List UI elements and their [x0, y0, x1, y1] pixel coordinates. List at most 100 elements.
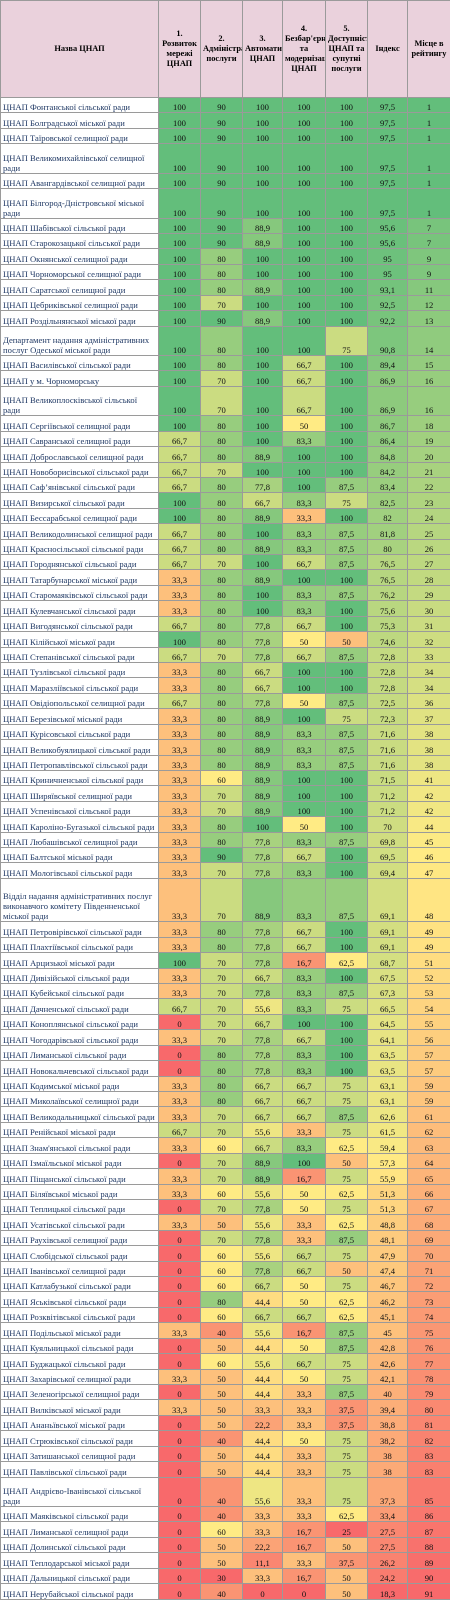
score-cell: 0	[158, 1337, 201, 1355]
score-cell: 72,8	[367, 677, 408, 694]
score-cell: 100	[158, 415, 201, 432]
score-cell: 57	[407, 1060, 450, 1077]
cnap-name: ЦНАП Теплицької сільської ради	[0, 1198, 159, 1216]
score-cell: 75	[325, 492, 368, 509]
score-cell: 83,3	[282, 523, 326, 540]
score-cell: 100	[158, 507, 201, 525]
table-row: ЦНАП Великоплосківської сільської ради 10…	[0, 385, 450, 417]
score-cell: 49	[407, 921, 450, 938]
table-row: ЦНАП Старомаяківської сільської ради 33,3…	[0, 584, 450, 602]
score-cell: 100	[242, 461, 283, 478]
table-row: ЦНАП Окнянської селищної ради 100 80 100 100…	[0, 248, 450, 265]
score-cell: 97,5	[367, 96, 408, 114]
table-row: ЦНАП Андрієво-Іванівської сільської ради…	[0, 1476, 450, 1507]
table-row: ЦНАП Василівської сільської ради 100 80 100…	[0, 354, 450, 372]
score-cell: 50	[200, 1445, 243, 1463]
cnap-name: ЦНАП Доброславської селищної ради	[0, 446, 159, 463]
table-row: ЦНАП Дивізійської сільської ради 33,3 70 66…	[0, 967, 450, 985]
score-cell: 83	[407, 1445, 450, 1463]
score-cell: 0	[158, 1013, 201, 1031]
score-cell: 100	[325, 127, 368, 145]
score-cell: 100	[282, 263, 326, 281]
score-cell: 75	[325, 1276, 368, 1293]
score-cell: 90	[407, 1567, 450, 1585]
score-cell: 80	[200, 279, 243, 296]
score-cell: 66,7	[158, 446, 201, 463]
score-cell: 77,8	[242, 476, 283, 494]
table-row: ЦНАП Курісовської сільської ради 33,3 80 88…	[0, 723, 450, 741]
score-cell: 68,7	[367, 952, 408, 969]
score-cell: 80	[200, 936, 243, 954]
table-row: ЦНАП Затишанської селищної ради 0 50 44,4 33…	[0, 1445, 450, 1463]
table-row: ЦНАП Теплицької сільської ради 0 70 77,8 50 7…	[0, 1198, 450, 1216]
cnap-name: ЦНАП Слобідської сільської ради	[0, 1245, 159, 1262]
score-cell: 66,7	[158, 430, 201, 448]
cnap-name: ЦНАП Великобуялицької сільської ради	[0, 739, 159, 756]
table-row: ЦНАП Арцизької міської ради 100 70 77,8 16,7…	[0, 952, 450, 969]
score-cell: 100	[242, 188, 283, 219]
score-cell: 33,3	[282, 1399, 326, 1416]
score-cell: 89	[407, 1552, 450, 1569]
score-cell: 33,3	[158, 1399, 201, 1416]
score-cell: 77,8	[242, 1198, 283, 1216]
score-cell: 100	[282, 785, 326, 802]
table-row: ЦНАП Розквітівської сільської ради 0 60 66,…	[0, 1306, 450, 1324]
column-header: Індекс	[367, 0, 408, 98]
score-cell: 100	[325, 279, 368, 296]
score-cell: 90	[200, 143, 243, 174]
score-cell: 33,3	[158, 877, 201, 923]
score-cell: 38,8	[367, 1414, 408, 1432]
score-cell: 50	[282, 1337, 326, 1355]
score-cell: 26	[407, 538, 450, 556]
score-cell: 0	[158, 1198, 201, 1216]
score-cell: 56	[407, 1029, 450, 1046]
cnap-name: ЦНАП Коноплянської сільської ради	[0, 1013, 159, 1031]
score-cell: 66,7	[282, 921, 326, 938]
score-cell: 100	[242, 263, 283, 281]
cnap-name: ЦНАП Вилківської міської ради	[0, 1399, 159, 1416]
table-row: ЦНАП Красносільської сільської ради 66,7 8…	[0, 538, 450, 556]
score-cell: 25	[407, 523, 450, 540]
table-body: ЦНАП Фонтанської сільської ради 100 90 100 1…	[0, 96, 450, 1600]
score-cell: 66,7	[282, 1306, 326, 1324]
score-cell: 67,3	[367, 983, 408, 1000]
table-row: ЦНАП Великодолинської селищної ради 66,7 8…	[0, 523, 450, 540]
score-cell: 33,3	[158, 1368, 201, 1386]
score-cell: 83,3	[282, 584, 326, 602]
score-cell: 70	[200, 1121, 243, 1139]
score-cell: 100	[242, 415, 283, 432]
score-cell: 66,7	[242, 1106, 283, 1123]
score-cell: 33,3	[158, 967, 201, 985]
cnap-name: ЦНАП Маяківської сільської ради	[0, 1505, 159, 1523]
score-cell: 77	[407, 1353, 450, 1370]
score-cell: 62	[407, 1121, 450, 1139]
score-cell: 77,8	[242, 1229, 283, 1247]
score-cell: 80	[200, 600, 243, 617]
score-cell: 69,8	[367, 831, 408, 849]
score-cell: 100	[158, 354, 201, 372]
score-cell: 80	[200, 523, 243, 540]
score-cell: 80	[407, 1399, 450, 1416]
column-header: 3. Автоматизація ЦНАП	[242, 0, 283, 98]
table-row: ЦНАП Авангардівської селищної ради 100 90 1…	[0, 172, 450, 190]
score-cell: 87,5	[325, 476, 368, 494]
score-cell: 100	[282, 188, 326, 219]
score-cell: 55,6	[242, 998, 283, 1015]
cnap-name: ЦНАП Катлабузької сільської ради	[0, 1276, 159, 1293]
score-cell: 66,7	[282, 1029, 326, 1046]
score-cell: 66,7	[282, 615, 326, 633]
score-cell: 33,3	[242, 1567, 283, 1585]
score-cell: 80	[200, 615, 243, 633]
score-cell: 0	[158, 1567, 201, 1585]
score-cell: 75,6	[367, 600, 408, 617]
score-cell: 0	[158, 1430, 201, 1447]
score-cell: 77,8	[242, 831, 283, 849]
score-cell: 20	[407, 446, 450, 463]
score-cell: 33,3	[158, 785, 201, 802]
score-cell: 70	[200, 370, 243, 387]
score-cell: 36	[407, 692, 450, 710]
score-cell: 100	[242, 523, 283, 540]
score-cell: 31	[407, 615, 450, 633]
score-cell: 60	[200, 1306, 243, 1324]
table-row: ЦНАП Іванівської селищної ради 0 60 77,8 66,…	[0, 1260, 450, 1278]
